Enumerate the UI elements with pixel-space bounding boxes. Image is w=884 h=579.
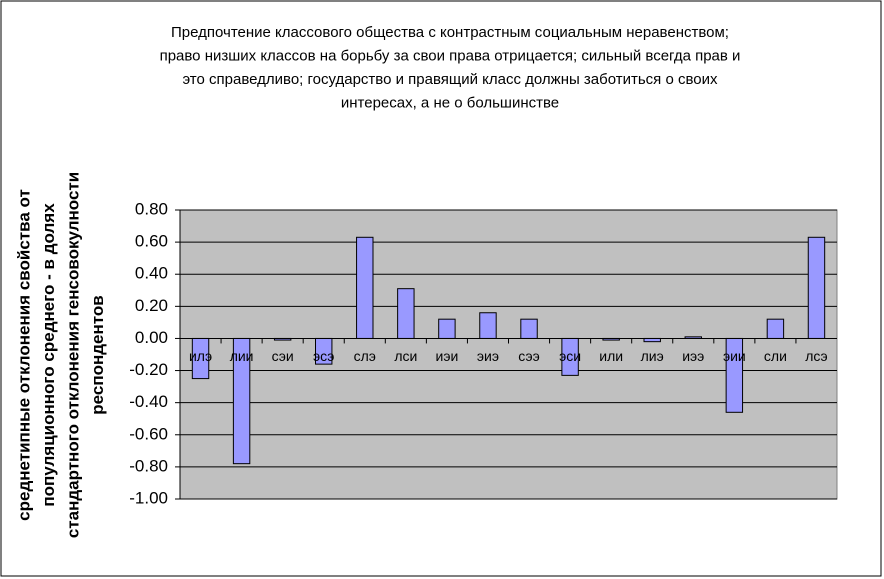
bar (479, 312, 497, 339)
y-tick-label: -0.60 (129, 424, 168, 443)
bar (807, 236, 826, 339)
x-tick-label: лии (230, 348, 254, 364)
x-tick-label: сли (764, 348, 787, 364)
x-tick-label: лиэ (641, 348, 664, 364)
bar (356, 236, 374, 339)
x-tick-label: сэи (272, 348, 294, 364)
x-tick-label: или (599, 348, 623, 364)
chart-title: интересах, а не о большинстве (341, 94, 559, 111)
bar (438, 318, 456, 339)
x-tick-label: лсэ (805, 348, 827, 364)
chart-title: Предпочтение классового общества с контр… (171, 24, 729, 41)
x-tick-label: эси (559, 348, 581, 364)
x-tick-label: эсэ (313, 348, 334, 364)
x-tick-label: слэ (354, 348, 376, 364)
y-axis-label: стандартного отклонения генсовокулности (63, 172, 82, 538)
bar (766, 318, 785, 339)
x-tick-label: илэ (189, 348, 212, 364)
y-axis-label: среднетипные отклонения свойства от (14, 189, 33, 521)
y-tick-label: -0.80 (129, 456, 168, 475)
y-axis-label: популяционного среднего - в долях (39, 203, 58, 507)
x-tick-label: иээ (682, 348, 704, 364)
y-tick-label: -0.40 (129, 392, 168, 411)
y-tick-label: 0.80 (135, 199, 168, 218)
y-axis-label: респондентов (88, 295, 107, 414)
chart-title: это справедливо; государство и правящий … (182, 71, 718, 88)
y-tick-label: 0.00 (135, 328, 168, 347)
x-tick-label: эиэ (477, 348, 499, 364)
x-tick-label: лси (394, 348, 417, 364)
x-tick-label: эии (723, 348, 746, 364)
y-tick-label: 0.20 (135, 296, 168, 315)
x-tick-label: иэи (436, 348, 459, 364)
bar (520, 318, 538, 339)
x-tick-label: сээ (518, 348, 539, 364)
bar (397, 288, 415, 339)
chart-title: право низших классов на борьбу за свои п… (160, 47, 741, 64)
y-tick-label: -1.00 (129, 488, 168, 507)
y-tick-label: 0.60 (135, 232, 168, 251)
y-tick-label: -0.20 (129, 360, 168, 379)
y-tick-label: 0.40 (135, 264, 168, 283)
